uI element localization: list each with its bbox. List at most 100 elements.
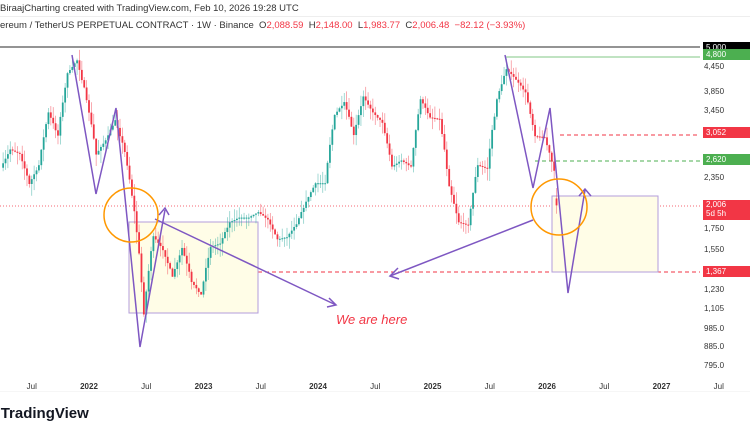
candle xyxy=(309,192,312,198)
candle xyxy=(204,267,207,282)
price-tick-label: 985.0 xyxy=(704,323,725,333)
candle xyxy=(505,69,508,76)
candle xyxy=(407,163,410,166)
arrow-left[interactable] xyxy=(154,218,337,306)
time-tick-label: Jul xyxy=(599,382,610,391)
candle xyxy=(479,165,482,167)
candle xyxy=(123,142,126,152)
candle xyxy=(83,80,86,88)
zigzag-2022[interactable] xyxy=(71,54,166,348)
candle xyxy=(2,163,5,168)
candle xyxy=(343,102,346,106)
candle xyxy=(18,152,21,154)
candle xyxy=(422,99,424,104)
candle xyxy=(169,263,172,269)
zigzag-2026[interactable] xyxy=(504,54,586,294)
candle xyxy=(164,250,167,257)
candle xyxy=(59,116,62,136)
candle xyxy=(38,165,40,171)
candle xyxy=(252,214,255,217)
close-value: 2,006.48 xyxy=(412,20,450,31)
range-box-2026[interactable] xyxy=(551,195,659,273)
price-tick-label: 885.0 xyxy=(704,342,725,352)
candle xyxy=(11,149,14,151)
candle xyxy=(35,170,38,175)
candle xyxy=(522,85,525,90)
price-tick-label: 2,350 xyxy=(704,172,725,182)
candle xyxy=(348,109,350,117)
arrow-right[interactable] xyxy=(389,219,534,277)
candle xyxy=(307,197,310,202)
candle xyxy=(293,226,296,231)
candle xyxy=(140,253,143,283)
candle xyxy=(288,233,291,238)
candle xyxy=(441,119,443,135)
candle xyxy=(305,201,307,208)
candle xyxy=(338,108,341,112)
candle xyxy=(345,102,348,110)
tradingview-logo: ⁄ TradingView xyxy=(0,405,89,422)
candle xyxy=(181,247,183,256)
price-tick-label: 1,750 xyxy=(704,224,725,234)
candle xyxy=(503,75,505,85)
candle xyxy=(57,130,59,136)
candle xyxy=(23,161,26,169)
candle xyxy=(16,151,19,153)
candle xyxy=(426,107,429,114)
candle xyxy=(224,232,226,239)
candle xyxy=(171,268,174,277)
candle xyxy=(431,117,434,119)
candle xyxy=(126,151,129,166)
candle xyxy=(185,255,188,264)
candle xyxy=(433,117,436,119)
candle xyxy=(159,242,162,247)
price-tick-label: 3,450 xyxy=(704,106,725,116)
candle xyxy=(111,125,114,130)
candle xyxy=(85,87,88,101)
candle xyxy=(235,218,238,221)
time-tick-label: 2023 xyxy=(194,382,213,391)
candle xyxy=(88,100,90,113)
time-tick-label: Jul xyxy=(26,382,37,391)
candle xyxy=(226,227,229,233)
candle xyxy=(9,149,12,155)
bar-countdown: 5d 5h xyxy=(706,209,727,219)
candle xyxy=(453,194,455,204)
time-tick-label: Jul xyxy=(255,382,266,391)
candle xyxy=(374,112,377,116)
candle xyxy=(498,91,501,100)
price-tick-label: 1,550 xyxy=(704,245,725,255)
candle xyxy=(550,152,553,162)
candle xyxy=(214,245,217,247)
time-tick-label: Jul xyxy=(484,382,495,391)
candle xyxy=(152,236,155,252)
candle xyxy=(269,219,272,225)
candle xyxy=(324,183,327,185)
candle xyxy=(538,136,541,138)
candle xyxy=(221,238,224,244)
candle xyxy=(529,102,532,114)
candles xyxy=(2,49,558,323)
symbol-ohlc-legend: ereum / TetherUS PERPETUAL CONTRACT · 1W… xyxy=(0,20,525,31)
candle xyxy=(360,106,362,116)
candle xyxy=(412,147,415,167)
candle xyxy=(76,60,78,64)
candle xyxy=(383,122,386,134)
candle xyxy=(491,129,494,149)
candle xyxy=(95,138,98,155)
candle xyxy=(541,136,544,138)
candle xyxy=(190,271,193,283)
candle xyxy=(362,96,365,107)
candle xyxy=(367,100,369,105)
highlight-circle-2026[interactable] xyxy=(530,178,588,236)
candle xyxy=(355,124,358,136)
candle xyxy=(135,211,138,233)
candle xyxy=(197,288,200,292)
candle xyxy=(231,221,234,223)
high-label: H xyxy=(308,20,316,31)
highlight-circle-2022[interactable] xyxy=(103,187,159,243)
candle xyxy=(128,165,131,180)
time-tick-label: Jul xyxy=(713,382,724,391)
candle xyxy=(369,104,372,109)
